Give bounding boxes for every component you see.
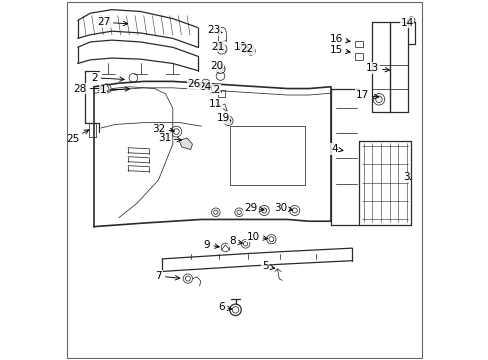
- Text: 17: 17: [355, 90, 378, 100]
- Text: 11: 11: [209, 99, 222, 109]
- Text: 13: 13: [365, 63, 389, 73]
- Text: 14: 14: [400, 18, 413, 28]
- Text: 1: 1: [100, 85, 129, 95]
- Text: 5: 5: [262, 261, 274, 271]
- Text: 21: 21: [210, 42, 224, 51]
- Text: 12: 12: [207, 85, 221, 95]
- Text: 3: 3: [402, 172, 410, 183]
- Text: 9: 9: [203, 240, 219, 250]
- Text: 20: 20: [209, 61, 224, 71]
- Text: 28: 28: [73, 84, 102, 94]
- Text: 30: 30: [273, 203, 292, 213]
- Text: 2: 2: [91, 73, 124, 83]
- Text: 16: 16: [329, 35, 349, 44]
- Text: 23: 23: [207, 26, 222, 35]
- Text: 32: 32: [152, 124, 174, 134]
- Text: 26: 26: [187, 79, 202, 89]
- Text: 7: 7: [155, 271, 180, 281]
- Text: 29: 29: [244, 203, 264, 213]
- Text: 18: 18: [233, 42, 246, 51]
- Text: 22: 22: [240, 44, 253, 54]
- Bar: [354, 41, 362, 47]
- Polygon shape: [179, 138, 192, 149]
- Text: 31: 31: [158, 133, 181, 143]
- Text: 6: 6: [218, 302, 231, 312]
- Text: 4: 4: [330, 144, 342, 154]
- Text: 25: 25: [66, 130, 89, 144]
- Text: 27: 27: [97, 17, 127, 27]
- Text: 15: 15: [329, 45, 349, 55]
- Text: 10: 10: [246, 232, 267, 242]
- Text: 24: 24: [198, 82, 211, 92]
- Bar: [354, 53, 362, 60]
- Text: 19: 19: [216, 113, 230, 123]
- Text: 8: 8: [228, 236, 242, 246]
